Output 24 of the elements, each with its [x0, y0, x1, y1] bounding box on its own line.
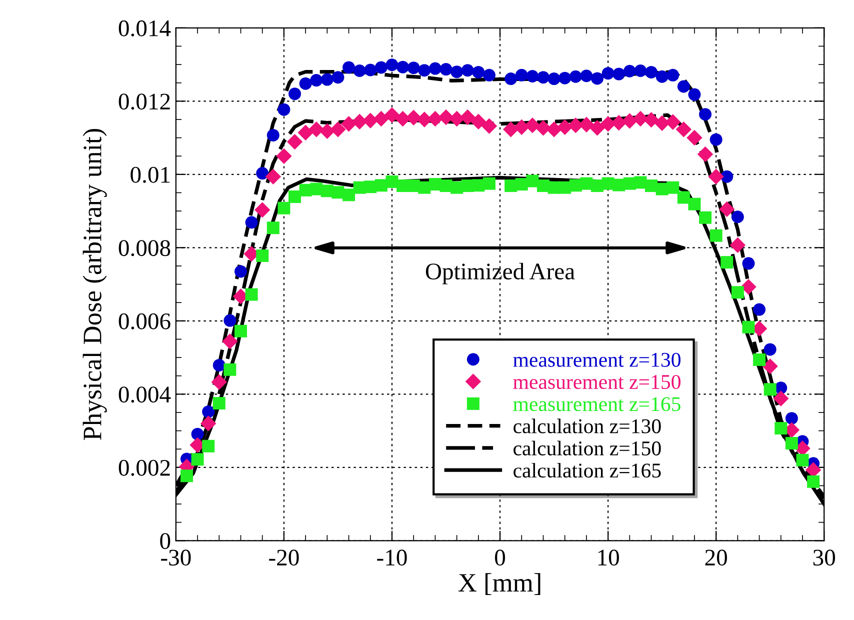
- legend-label: measurement z=165: [513, 397, 680, 412]
- legend-label: calculation z=165: [514, 462, 661, 478]
- y-tick-label: 0.01: [130, 166, 170, 183]
- y-tick-label: 0.008: [118, 240, 170, 256]
- x-tick-label: 20: [705, 550, 727, 566]
- legend-label: calculation z=150: [514, 440, 661, 456]
- y-tick-label: 0.014: [118, 20, 171, 36]
- x-tick-label: -30: [161, 550, 191, 566]
- y-axis-title: Physical Dose (arbitrary unit): [82, 128, 107, 440]
- x-tick-label: -10: [377, 550, 407, 566]
- y-tick-label: 0: [160, 533, 170, 550]
- y-tick-label: 0.004: [118, 386, 171, 403]
- x-tick-label: 0: [495, 550, 506, 566]
- y-tick-label: 0.006: [118, 313, 170, 330]
- x-tick-label: 10: [598, 550, 619, 566]
- x-tick-label: -20: [269, 550, 299, 566]
- legend-label: calculation z=130: [514, 418, 661, 434]
- y-tick-label: 0.002: [118, 460, 170, 476]
- x-axis-title: X [mm]: [458, 573, 540, 596]
- legend-label: measurement z=130: [513, 352, 680, 367]
- legend-label: measurement z=150: [513, 374, 680, 390]
- y-tick-label: 0.012: [118, 94, 170, 110]
- annotation: Optimized Area: [426, 262, 575, 284]
- x-tick-label: 30: [813, 550, 836, 566]
